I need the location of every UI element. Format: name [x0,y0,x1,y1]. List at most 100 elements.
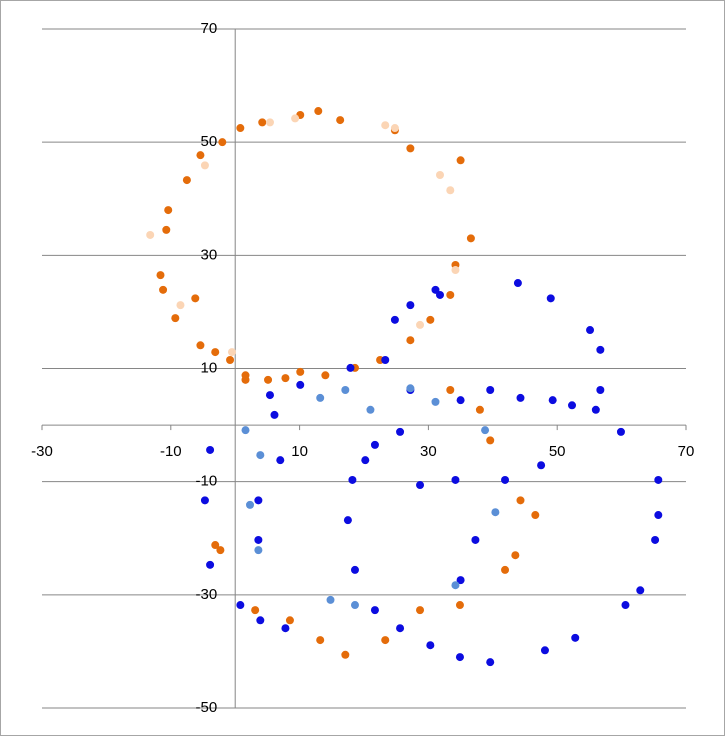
scatter-point [586,326,595,335]
scatter-point [381,636,390,645]
scatter-point [513,279,522,288]
scatter-point [336,116,345,125]
scatter-point [241,426,250,435]
scatter-point [511,551,520,560]
scatter-point [341,650,350,659]
scatter-point [456,576,465,585]
scatter-point [164,206,173,215]
x-tick-label: 70 [678,443,695,460]
y-tick-label: 10 [201,359,218,376]
scatter-point [236,124,245,133]
scatter-point [451,475,460,484]
scatter-point [211,541,220,550]
scatter-point [254,546,263,555]
scatter-point [396,427,405,436]
y-tick-label: 30 [201,246,218,263]
y-tick-label: -30 [196,586,218,603]
scatter-point [159,285,168,294]
scatter-point [348,475,357,484]
scatter-point [416,320,425,329]
scatter-point [446,386,455,395]
scatter-point [251,606,260,615]
scatter-point [256,616,265,625]
scatter-point [540,646,549,655]
x-tick-label: 10 [291,443,308,460]
scatter-point [416,481,425,490]
scatter-point [381,121,390,130]
scatter-point [456,156,465,165]
scatter-point [446,290,455,299]
scatter-point [361,456,370,465]
scatter-point [314,107,323,116]
scatter-point [451,266,460,275]
scatter-point [216,546,225,555]
scatter-point [321,371,330,380]
scatter-point [256,451,265,460]
scatter-point [406,144,415,153]
scatter-point [254,535,263,544]
scatter-point [211,348,220,357]
scatter-point [381,356,390,365]
scatter-point [200,496,209,505]
scatter-point [176,301,185,310]
scatter-point [416,606,425,615]
scatter-point [466,234,475,243]
scatter-point [296,380,305,389]
scatter-point [206,445,215,454]
scatter-point [486,386,495,395]
y-tick-label: 50 [201,133,218,150]
scatter-point [396,624,405,633]
scatter-point [316,636,325,645]
scatter-point [431,397,440,406]
scatter-point [426,641,435,650]
scatter-point [596,345,605,354]
x-tick-label: -10 [160,443,182,460]
scatter-point [654,475,663,484]
scatter-point [501,475,510,484]
y-tick-label: -50 [196,699,218,716]
scatter-point [501,565,510,574]
scatter-point [475,405,484,414]
scatter-point [406,336,415,345]
scatter-point [390,124,399,133]
x-tick-label: 30 [420,443,437,460]
scatter-point [200,161,209,170]
scatter-point [341,386,350,395]
scatter-point [571,633,580,642]
scatter-point [343,516,352,525]
scatter-point [426,315,435,324]
scatter-point [654,511,663,520]
scatter-point [196,151,205,160]
scatter-point [296,367,305,376]
scatter-point [258,118,267,127]
scatter-point [406,384,415,393]
scatter-point [162,225,171,234]
scatter-point [281,624,290,633]
scatter-point [156,271,165,280]
scatter-point [206,560,215,569]
scatter-point [651,535,660,544]
scatter-point [455,601,464,610]
scatter-point [350,565,359,574]
scatter-point [326,595,335,604]
y-tick-label: 70 [201,20,218,37]
scatter-point [636,586,645,595]
scatter-point [591,405,600,414]
scatter-point [568,401,577,410]
scatter-point [291,114,300,123]
scatter-point [227,348,236,357]
scatter-point [265,118,274,127]
scatter-point [171,314,180,323]
scatter-point [196,341,205,350]
scatter-point [451,581,460,590]
scatter-point [146,230,155,239]
scatter-point [265,391,274,400]
scatter-point [350,601,359,610]
scatter-point [390,315,399,324]
scatter-point [516,393,525,402]
x-tick-label: 50 [549,443,566,460]
scatter-point [435,170,444,179]
scatter-point [366,405,375,414]
scatter-point [270,410,279,419]
scatter-point [226,356,235,365]
